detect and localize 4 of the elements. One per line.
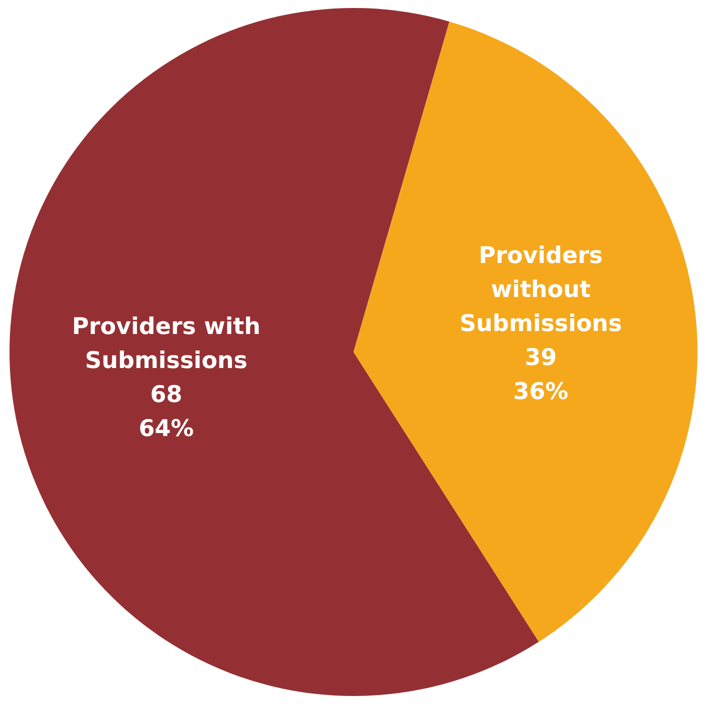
data-label: 68 64% (138, 382, 194, 442)
slice-label: Providers with Submissions (72, 314, 260, 374)
data-label: 39 36% (513, 344, 568, 405)
slice-label: Providers without Submissions (460, 242, 622, 337)
